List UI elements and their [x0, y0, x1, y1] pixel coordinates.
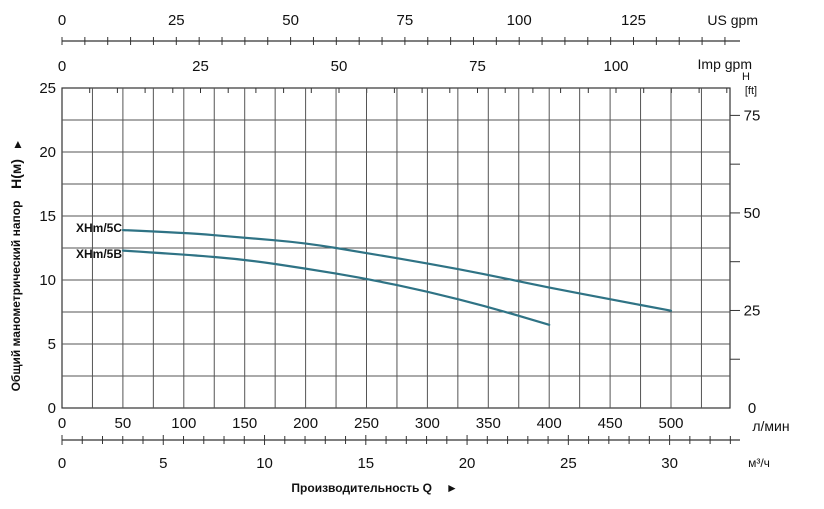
y-tick-label: 5 [48, 336, 56, 353]
imp-gpm-tick-label: 25 [192, 58, 209, 75]
y-tick-label: 10 [39, 272, 56, 289]
ft-tick-label: 50 [744, 205, 761, 222]
y-axis-left: 0 5 10 15 20 25 [39, 80, 56, 417]
us-gpm-tick-label: 25 [168, 12, 185, 29]
imp-gpm-tick-label: 50 [331, 58, 348, 75]
x-tick-label: 500 [658, 415, 683, 432]
x-tick-label: 350 [476, 415, 501, 432]
imp-gpm-tick-label: 75 [469, 58, 486, 75]
y-axis-right-ft: 0 25 50 75 H [ft] [730, 71, 760, 417]
x-tick-label: 300 [415, 415, 440, 432]
m3h-tick-label: 10 [256, 455, 273, 472]
x-tick-label: 200 [293, 415, 318, 432]
imp-gpm-unit: Imp gpm [698, 56, 752, 72]
m3h-tick-label: 20 [459, 455, 476, 472]
series-label: XHm/5C [76, 221, 122, 235]
curves: XHm/5C XHm/5B [76, 221, 673, 326]
us-gpm-tick-label: 75 [397, 12, 414, 29]
m3h-tick-label: 25 [560, 455, 577, 472]
m3h-tick-label: 15 [357, 455, 374, 472]
us-gpm-unit: US gpm [707, 12, 758, 28]
curve-xhm-5b [121, 249, 551, 326]
curve-xhm-5c [121, 229, 673, 312]
ft-unit-bottom: [ft] [745, 85, 757, 97]
y-axis-title: Общий манометрический напор [9, 201, 23, 392]
us-gpm-tick-label: 125 [621, 12, 646, 29]
x-tick-label: 100 [171, 415, 196, 432]
y-tick-label: 25 [39, 80, 56, 97]
top-axes: 0 25 50 75 100 125 US gpm 0 25 50 75 100 Imp gpm [58, 12, 758, 93]
us-gpm-tick-label: 100 [507, 12, 532, 29]
ft-unit-top: H [742, 71, 750, 83]
m3h-tick-label: 30 [661, 455, 678, 472]
y-axis-arrow: ▲ [12, 137, 24, 151]
x-axis-title: Производительность Q [291, 481, 432, 495]
imp-gpm-tick-label: 100 [603, 58, 628, 75]
x-tick-label: 450 [598, 415, 623, 432]
m3h-unit: м³/ч [748, 456, 770, 470]
y-tick-label: 0 [48, 400, 56, 417]
x-tick-label: 250 [354, 415, 379, 432]
m3h-tick-label: 0 [58, 455, 66, 472]
plot-grid [61, 87, 731, 409]
us-gpm-tick-label: 50 [282, 12, 299, 29]
ft-tick-label: 0 [748, 400, 756, 417]
us-gpm-tick-label: 0 [58, 12, 66, 29]
m3h-tick-label: 5 [159, 455, 167, 472]
ft-tick-label: 25 [744, 302, 761, 319]
series-label: XHm/5B [76, 247, 122, 261]
y-axis-symbol: H(м) [8, 159, 24, 189]
x-tick-label: 50 [115, 415, 132, 432]
y-tick-label: 15 [39, 208, 56, 225]
ft-tick-label: 75 [744, 107, 761, 124]
x-tick-label: 400 [537, 415, 562, 432]
x-tick-label: 0 [58, 415, 66, 432]
x-axis-arrow: ► [446, 481, 458, 495]
imp-gpm-tick-label: 0 [58, 58, 66, 75]
x-unit-lpm: л/мин [752, 418, 789, 434]
y-tick-label: 20 [39, 144, 56, 161]
bottom-axes: 0 50 100 150 200 250 300 350 400 450 500 л/мин 0 5 10 1… [58, 415, 790, 472]
x-tick-label: 150 [232, 415, 257, 432]
